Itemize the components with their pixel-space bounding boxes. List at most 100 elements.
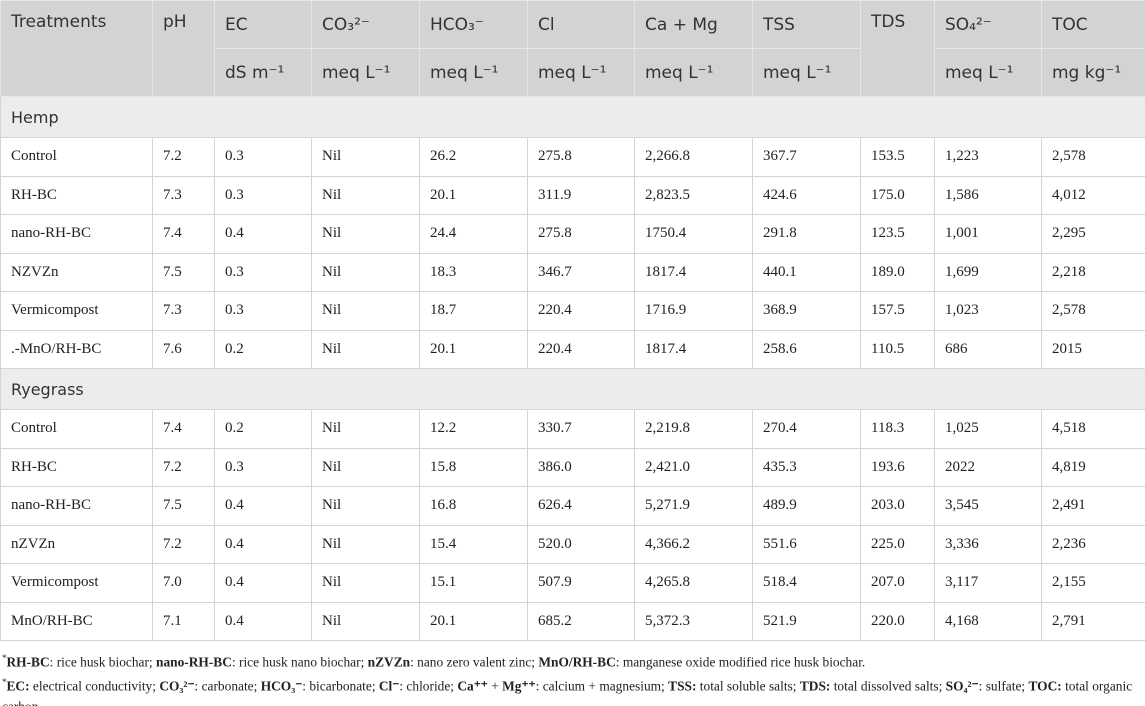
treatment-cell: nano-RH-BC (0, 486, 153, 526)
value-cell: 4,819 (1041, 447, 1145, 487)
value-cell: 24.4 (419, 214, 528, 254)
value-cell: Nil (311, 563, 420, 603)
data-row: nZVZn 7.2 0.4 Nil 15.4 520.0 4,366.2 551.6 225.0… (0, 524, 1145, 564)
value-cell: 5,271.9 (634, 486, 753, 526)
value-cell: 175.0 (860, 175, 935, 215)
value-cell: 2,421.0 (634, 447, 753, 487)
value-cell: 2,219.8 (634, 409, 753, 449)
treatment-cell: nZVZn (0, 524, 153, 564)
column-header: TOC (1041, 0, 1145, 49)
value-cell: 2,791 (1041, 601, 1145, 641)
footnote-text: total soluble salts; (696, 678, 800, 694)
value-cell: 7.0 (152, 563, 215, 603)
column-header: HCO₃⁻ (419, 0, 528, 49)
group-row: Hemp (0, 96, 1145, 138)
footnote: *RH-BC: rice husk biochar; nano-RH-BC: r… (2, 648, 1143, 672)
footnote-text: : bicarbonate; (302, 678, 379, 694)
column-unit: meq L⁻¹ (311, 48, 420, 97)
value-cell: 7.3 (152, 175, 215, 215)
value-cell: Nil (311, 409, 420, 449)
value-cell: 7.2 (152, 524, 215, 564)
column-unit: meq L⁻¹ (527, 48, 635, 97)
value-cell: Nil (311, 137, 420, 177)
table-header: Treatments pH EC CO₃²⁻ HCO₃⁻ Cl Ca + Mg TSS TDS S… (0, 0, 1145, 97)
footnotes: *RH-BC: rice husk biochar; nano-RH-BC: r… (0, 641, 1145, 706)
unit-row: dS m⁻¹ meq L⁻¹ meq L⁻¹ meq L⁻¹ meq L⁻¹ meq L⁻… (1, 48, 1145, 97)
value-cell: 551.6 (752, 524, 861, 564)
treatment-cell: Control (0, 137, 153, 177)
value-cell: 118.3 (860, 409, 935, 449)
value-cell: 626.4 (527, 486, 635, 526)
footnote-text: Cl⁻ (378, 678, 400, 694)
footnote-text: * (2, 677, 7, 688)
value-cell: 0.3 (214, 291, 312, 331)
data-row: .-MnO/RH-BC 7.6 0.2 Nil 20.1 220.4 1817.4 258.6… (0, 329, 1145, 369)
value-cell: 507.9 (527, 563, 635, 603)
value-cell: 0.4 (214, 601, 312, 641)
value-cell: 1,699 (934, 252, 1042, 292)
value-cell: 367.7 (752, 137, 861, 177)
value-cell: 1817.4 (634, 252, 753, 292)
value-cell: 207.0 (860, 563, 935, 603)
footnote-text: : calcium + magnesium; (535, 678, 669, 694)
column-header: Ca + Mg (634, 0, 753, 49)
value-cell: 15.1 (419, 563, 528, 603)
value-cell: 435.3 (752, 447, 861, 487)
footnote-text: : rice husk nano biochar; (231, 654, 368, 670)
footnote: *EC: electrical conductivity; CO₃²⁻: car… (2, 672, 1143, 706)
footnote-text: : rice husk biochar; (49, 654, 157, 670)
value-cell: 123.5 (860, 214, 935, 254)
value-cell: 7.5 (152, 486, 215, 526)
footnote-text: TDS: (799, 678, 831, 694)
treatment-cell: .-MnO/RH-BC (0, 329, 153, 369)
value-cell: 2015 (1041, 329, 1145, 369)
header-row: Treatments pH EC CO₃²⁻ HCO₃⁻ Cl Ca + Mg TSS TDS S… (0, 0, 1145, 97)
footnote-text: HCO₃⁻ (260, 678, 303, 694)
value-cell: 225.0 (860, 524, 935, 564)
value-cell: 220.4 (527, 329, 635, 369)
value-cell: 16.8 (419, 486, 528, 526)
value-cell: 18.3 (419, 252, 528, 292)
value-cell: 1,586 (934, 175, 1042, 215)
value-cell: 0.3 (214, 447, 312, 487)
value-cell: 686 (934, 329, 1042, 369)
footnote-text: : carbonate; (194, 678, 261, 694)
column-unit: dS m⁻¹ (214, 48, 312, 97)
value-cell: Nil (311, 252, 420, 292)
value-cell: 275.8 (527, 137, 635, 177)
data-row: Control 7.4 0.2 Nil 12.2 330.7 2,219.8 270.4 118… (0, 409, 1145, 449)
value-cell: 7.1 (152, 601, 215, 641)
data-row: NZVZn 7.5 0.3 Nil 18.3 346.7 1817.4 440.1 189.0 1… (0, 252, 1145, 292)
footnote-text: RH-BC (6, 654, 50, 670)
column-header: CO₃²⁻ (311, 0, 420, 49)
footnote-text: nZVZn (367, 654, 411, 670)
value-cell: Nil (311, 486, 420, 526)
value-cell: 1750.4 (634, 214, 753, 254)
data-row: Control 7.2 0.3 Nil 26.2 275.8 2,266.8 367.7 153… (0, 137, 1145, 177)
value-cell: 18.7 (419, 291, 528, 331)
group-row: Ryegrass (0, 368, 1145, 410)
value-cell: 2,218 (1041, 252, 1145, 292)
value-cell: 15.8 (419, 447, 528, 487)
data-row: Vermicompost 7.0 0.4 Nil 15.1 507.9 4,265.8 518… (0, 563, 1145, 603)
value-cell: 4,168 (934, 601, 1042, 641)
value-cell: 4,366.2 (634, 524, 753, 564)
value-cell: 157.5 (860, 291, 935, 331)
value-cell: 291.8 (752, 214, 861, 254)
treatment-cell: Vermicompost (0, 291, 153, 331)
value-cell: 518.4 (752, 563, 861, 603)
value-cell: 2,578 (1041, 137, 1145, 177)
value-cell: 0.4 (214, 486, 312, 526)
footnote-text: + (487, 678, 503, 694)
value-cell: 26.2 (419, 137, 528, 177)
data-row: nano-RH-BC 7.5 0.4 Nil 16.8 626.4 5,271.9 489.9… (0, 486, 1145, 526)
value-cell: Nil (311, 175, 420, 215)
value-cell: 685.2 (527, 601, 635, 641)
value-cell: 330.7 (527, 409, 635, 449)
treatment-cell: Vermicompost (0, 563, 153, 603)
value-cell: 1,025 (934, 409, 1042, 449)
value-cell: Nil (311, 447, 420, 487)
value-cell: 7.2 (152, 447, 215, 487)
column-header: TDS (860, 0, 935, 97)
data-row: RH-BC 7.3 0.3 Nil 20.1 311.9 2,823.5 424.6 175.0… (0, 175, 1145, 215)
